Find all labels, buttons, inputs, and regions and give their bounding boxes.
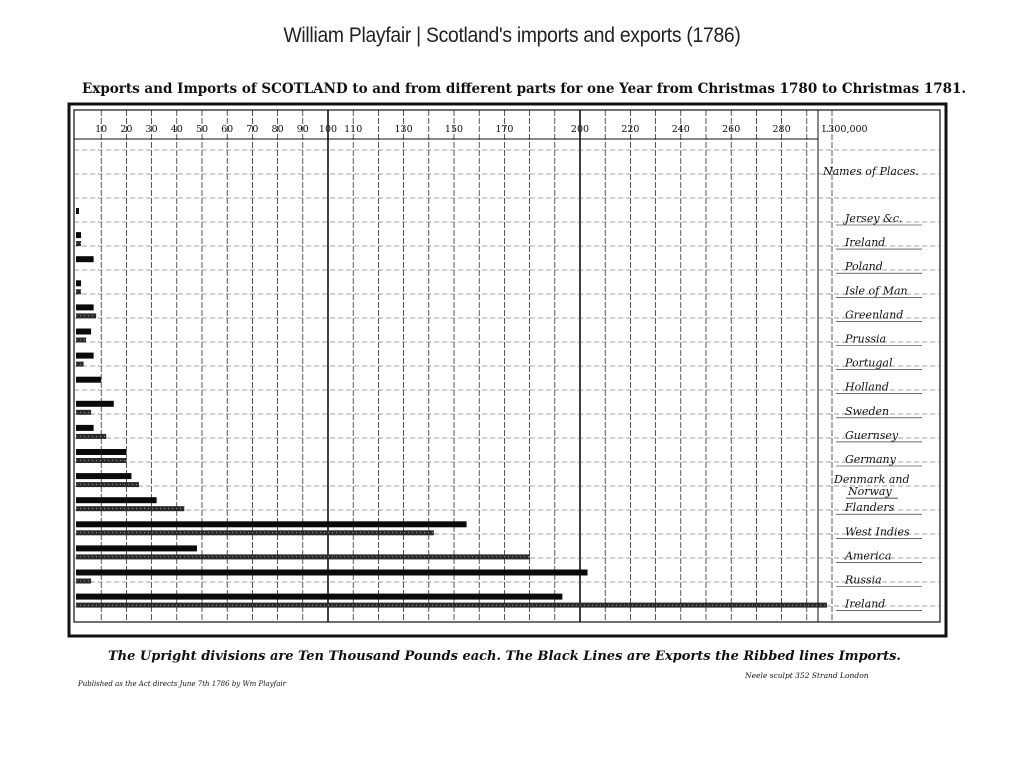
import-bar [76,530,434,536]
import-bar [76,506,185,512]
import-bar [76,433,107,439]
x-tick-label: 40 [171,124,183,135]
export-bar [76,280,82,287]
export-bar [76,232,82,239]
place-name-label: Ireland [844,236,885,249]
x-tick-label: 50 [196,124,208,135]
export-bar [76,400,114,407]
import-bar [76,409,92,415]
x-tick-label: 70 [246,124,258,135]
place-name-label: Isle of Man [844,284,908,297]
place-name-label: Prussia [844,333,886,346]
place-name-label: West Indies [845,525,910,538]
x-tick-label: 100 [319,124,337,135]
x-tick-label: 260 [722,124,740,135]
place-name-label: Ireland [844,598,885,611]
x-tick-label: 60 [221,124,233,135]
place-name-label: Portugal [844,357,893,370]
chart-title: Exports and Imports of SCOTLAND to and f… [82,81,966,97]
grid-lines [74,110,940,622]
place-name-label: Denmark and [833,473,910,486]
x-tick-label: 240 [672,124,690,135]
names-of-places-heading: Names of Places. [822,165,919,178]
x-tick-label: 280 [773,124,791,135]
bar-marks [76,208,827,608]
place-name-label: Poland [844,260,883,273]
x-tick-label: 130 [395,124,413,135]
export-bar [76,473,132,480]
x-tick-label: 150 [445,124,463,135]
x-tick-label: 30 [146,124,158,135]
import-bar [76,482,139,488]
place-name-label: America [844,549,891,562]
place-name-label: Flanders [844,501,895,514]
place-name-label: Greenland [845,308,903,321]
import-bar [76,458,127,463]
export-bar [76,256,94,263]
import-bar [76,241,82,247]
export-bar [76,328,92,335]
x-tick-labels: 10 20 30 40 50 60 70 80 90 100 110 130 150 170 200 220 2… [95,124,867,135]
place-names: Jersey &c. Ireland Poland Isle of Man Greenl… [833,212,922,611]
place-name-label: Germany [845,453,897,466]
import-bar [76,578,92,584]
place-name-label: Holland [844,381,889,394]
x-tick-label: L300,000 [822,124,868,135]
engraver-line: Neele sculpt 352 Strand London [744,671,869,680]
x-tick-label: 220 [621,124,639,135]
place-name-label: Norway [847,485,892,498]
export-bar [76,376,102,383]
export-bar [76,545,197,552]
x-tick-label: 110 [344,124,362,135]
place-name-label: Guernsey [845,429,899,442]
x-tick-label: 200 [571,124,589,135]
export-bar [76,424,94,431]
export-bar [76,593,563,600]
x-tick-label: 10 [95,124,107,135]
import-bar [76,554,530,560]
place-name-label: Russia [844,574,882,587]
import-bar [76,289,82,295]
export-bar [76,208,79,214]
export-bar [76,304,94,311]
publisher-line: Published as the Act directs June 7th 17… [77,680,287,688]
import-bar [76,313,97,319]
x-tick-label: 20 [120,124,132,135]
import-bar [76,361,84,367]
import-bar [76,602,827,608]
export-bar [76,352,94,359]
export-bar [76,497,157,504]
export-bar [76,521,467,528]
import-bar [76,337,87,343]
slide-title: William Playfair | Scotland's imports an… [283,24,741,47]
place-name-label: Sweden [845,405,889,418]
export-bar [76,569,588,576]
x-tick-label: 90 [297,124,309,135]
export-bar [76,449,127,455]
place-name-label: Jersey &c. [843,212,903,225]
x-tick-label: 80 [272,124,284,135]
x-tick-label: 170 [495,124,513,135]
scale-note: The Upright divisions are Ten Thousand P… [108,649,901,664]
chart-outer-frame [67,102,948,638]
